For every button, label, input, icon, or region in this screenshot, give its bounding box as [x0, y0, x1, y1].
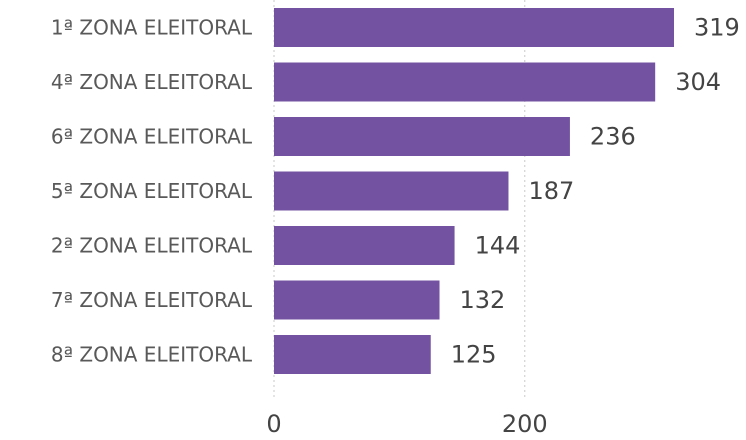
- bar[interactable]: [274, 8, 674, 47]
- category-label: 1ª ZONA ELEITORAL: [51, 16, 253, 40]
- value-label: 144: [475, 232, 521, 260]
- value-label: 187: [528, 177, 574, 205]
- value-label: 125: [451, 341, 497, 369]
- bar[interactable]: [274, 335, 431, 374]
- labels-layer: 1ª ZONA ELEITORAL 319 4ª ZONA ELEITORAL 304…: [51, 14, 740, 369]
- x-axis-ticks: 0 200: [266, 410, 547, 438]
- category-label: 7ª ZONA ELEITORAL: [51, 288, 253, 312]
- bar[interactable]: [274, 171, 509, 211]
- value-label: 319: [694, 14, 740, 42]
- category-label: 5ª ZONA ELEITORAL: [51, 179, 253, 203]
- category-label: 4ª ZONA ELEITORAL: [51, 70, 253, 94]
- bar[interactable]: [274, 226, 455, 265]
- category-label: 6ª ZONA ELEITORAL: [51, 125, 253, 149]
- bar[interactable]: [274, 62, 656, 102]
- x-tick-label: 0: [266, 410, 281, 438]
- category-label: 2ª ZONA ELEITORAL: [51, 234, 253, 258]
- bars-layer: [274, 8, 674, 374]
- value-label: 304: [675, 68, 721, 96]
- value-label: 236: [590, 123, 636, 151]
- x-tick-label: 200: [502, 410, 548, 438]
- bar[interactable]: [274, 117, 570, 156]
- value-label: 132: [460, 286, 506, 314]
- bar[interactable]: [274, 280, 440, 320]
- category-label: 8ª ZONA ELEITORAL: [51, 343, 253, 367]
